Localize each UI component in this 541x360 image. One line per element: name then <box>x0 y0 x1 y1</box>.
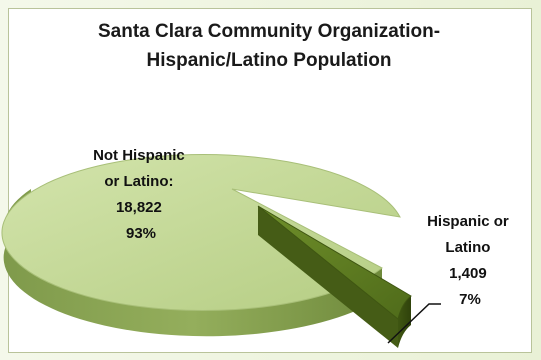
slice-hispanic-side <box>398 296 411 348</box>
label-not-hispanic-line-1: Not Hispanic <box>93 147 185 164</box>
slice-hispanic-leader-line <box>387 303 441 344</box>
label-hispanic-percent: 7% <box>459 291 481 308</box>
label-hispanic-line-1: Hispanic or <box>427 213 509 230</box>
chart-title-line-1: Santa Clara Community Organization- <box>97 21 441 42</box>
label-hispanic-line-2: Latino <box>445 239 490 256</box>
chart-title: Santa Clara Community Organization- Hisp… <box>8 17 530 75</box>
label-not-hispanic-value: 18,822 <box>116 199 162 216</box>
label-hispanic-value: 1,409 <box>449 265 487 282</box>
slice-hispanic-top <box>257 205 412 320</box>
label-not-hispanic-line-2: or Latino: <box>104 173 173 190</box>
slice-hispanic-inner-side <box>258 206 398 348</box>
label-not-hispanic: Not Hispanic or Latino: 18,822 93% <box>93 147 189 242</box>
label-hispanic: Hispanic or Latino 1,409 7% <box>427 213 513 308</box>
slice-not-hispanic-top <box>1 154 401 312</box>
chart-title-line-2: Hispanic/Latino Population <box>146 50 392 71</box>
label-not-hispanic-percent: 93% <box>126 225 156 242</box>
